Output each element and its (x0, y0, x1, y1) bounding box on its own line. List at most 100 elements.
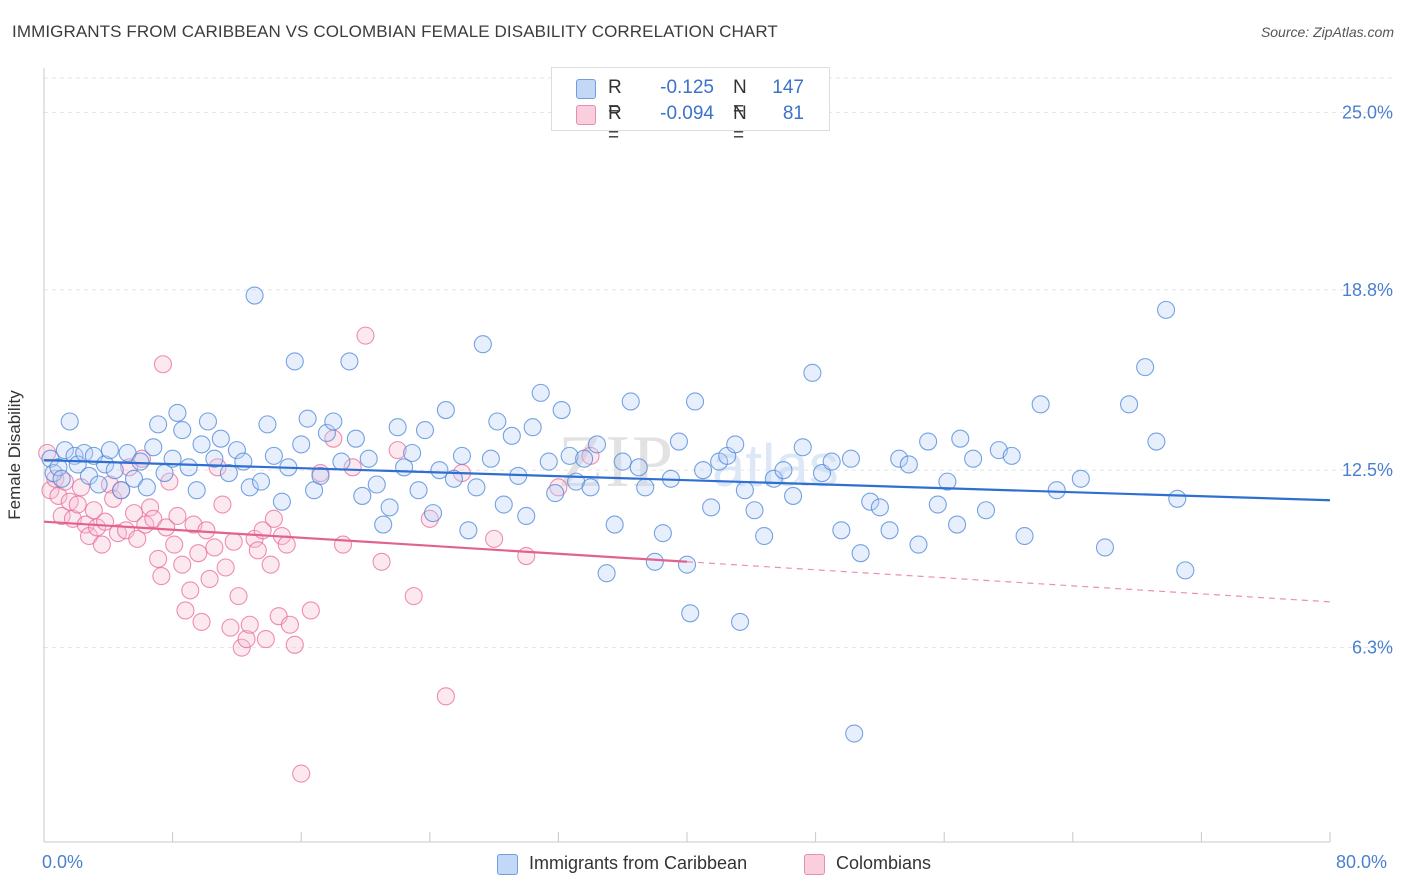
legend-swatch-blue (576, 79, 596, 99)
colombians-point (372, 552, 391, 571)
colombians-point (333, 535, 353, 554)
y-tick-label: 12.5% (1342, 460, 1393, 480)
chart-title: IMMIGRANTS FROM CARIBBEAN VS COLOMBIAN F… (12, 22, 778, 41)
caribbean-point (494, 495, 513, 514)
colombians-point (52, 506, 71, 526)
caribbean-point (832, 521, 851, 540)
caribbean-point (951, 429, 970, 448)
caribbean-point (899, 455, 918, 474)
colombians-point (224, 532, 243, 551)
caribbean-point (49, 458, 68, 477)
caribbean-point (112, 481, 131, 500)
caribbean-point (137, 478, 156, 497)
caribbean-point (531, 383, 550, 402)
caribbean-point (1047, 481, 1066, 500)
caribbean-point (605, 515, 624, 534)
r-value: -0.125 (660, 77, 714, 98)
colombians-point (152, 567, 171, 586)
caribbean-point (60, 412, 79, 431)
caribbean-point (1031, 395, 1050, 414)
caribbean-point (324, 412, 343, 431)
colombians-point (256, 630, 275, 649)
caribbean-point (502, 426, 521, 445)
colombians-trend-line (43, 520, 688, 563)
n-value: 147 (772, 77, 804, 98)
colombians-point (124, 504, 144, 523)
caribbean-point (444, 469, 463, 488)
caribbean-point (118, 443, 137, 463)
colombians-point (229, 587, 248, 606)
caribbean-point (681, 604, 700, 623)
colombians-point (292, 764, 311, 783)
colombians-point (189, 544, 208, 563)
caribbean-point (919, 432, 938, 451)
x-min-label: 0.0% (42, 852, 84, 872)
caribbean-point (1071, 469, 1090, 488)
colombians-point (200, 569, 219, 589)
caribbean-trend-line (43, 459, 1331, 502)
caribbean-point (793, 438, 812, 457)
caribbean-point (613, 452, 632, 471)
r-label: R = (608, 77, 622, 120)
caribbean-point (124, 469, 144, 488)
y-tick-labels: 6.3% 12.5% 18.8% 25.0% (1342, 102, 1393, 657)
caribbean-point (173, 421, 192, 440)
colombians-point (420, 509, 439, 528)
caribbean-point (774, 461, 793, 480)
caribbean-point (105, 461, 124, 480)
caribbean-point (517, 506, 536, 526)
trend-lines (43, 459, 1331, 603)
caribbean-point (669, 432, 689, 451)
caribbean-point (481, 449, 500, 468)
colombians-point (301, 601, 320, 620)
colombians-point (165, 535, 184, 554)
caribbean-point (702, 498, 721, 517)
colombians-point (68, 495, 87, 514)
caribbean-point (423, 504, 443, 523)
caribbean-point (861, 492, 880, 511)
n-label: N = (733, 103, 747, 146)
caribbean-point (546, 484, 565, 503)
colombians-point (388, 441, 407, 460)
colombians-point (277, 535, 296, 554)
caribbean-point (645, 552, 664, 571)
caribbean-point (340, 352, 359, 371)
caribbean-point (292, 435, 311, 454)
colombians-point (92, 535, 111, 554)
colombians-point (517, 547, 536, 566)
colombians-point (343, 458, 362, 477)
caribbean-point (976, 501, 996, 520)
caribbean-point (870, 498, 889, 517)
y-tick-label: 25.0% (1342, 102, 1393, 122)
caribbean-point (1147, 432, 1166, 451)
legend-swatch-pink (576, 105, 596, 125)
caribbean-point (845, 724, 864, 743)
caribbean-point (636, 478, 655, 497)
caribbean-point (272, 492, 291, 511)
caribbean-point (415, 421, 435, 440)
caribbean-point (1095, 538, 1114, 557)
caribbean-point (353, 486, 372, 505)
caribbean-point (726, 435, 745, 454)
caribbean-point (685, 392, 705, 411)
caribbean-point (653, 524, 672, 543)
caribbean-point (459, 521, 478, 540)
caribbean-point (735, 481, 754, 500)
caribbean-point (311, 466, 330, 485)
colombians-point (176, 601, 195, 620)
colombians-point (436, 687, 455, 706)
caribbean-point (488, 412, 507, 431)
caribbean-point (677, 555, 697, 574)
colombians-point (141, 498, 160, 517)
caribbean-point (264, 446, 283, 465)
colombians-point (285, 635, 304, 654)
n-label: N = (733, 77, 747, 120)
colombians-point (237, 630, 256, 649)
caribbean-point (380, 498, 399, 517)
source-credit: Source: ZipAtlas.com (1260, 24, 1394, 40)
caribbean-point (211, 429, 230, 448)
caribbean-point (803, 363, 822, 382)
caribbean-point (436, 401, 455, 420)
caribbean-point (332, 452, 351, 471)
